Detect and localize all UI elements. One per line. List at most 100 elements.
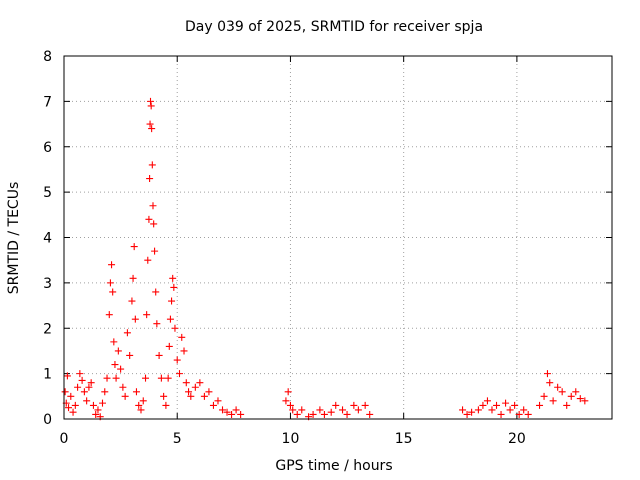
data-point [567, 392, 575, 400]
y-tick-label: 1 [43, 367, 52, 383]
data-point [497, 410, 505, 418]
y-tick-label: 8 [43, 49, 52, 65]
data-point [493, 401, 501, 409]
tick-labels: 0 5 10 15 20 0 1 2 3 4 5 6 7 8 [43, 49, 526, 447]
data-point [106, 279, 114, 287]
data-point [572, 388, 580, 396]
data-point [103, 374, 111, 382]
data-point [143, 311, 151, 319]
data-point [316, 406, 324, 414]
data-point [506, 406, 514, 414]
data-point [149, 202, 157, 210]
data-point [309, 410, 317, 418]
grid [64, 56, 612, 419]
data-point [581, 397, 589, 405]
data-point [520, 406, 528, 414]
y-tick-label: 5 [43, 185, 52, 201]
data-point [286, 401, 294, 409]
data-point [150, 220, 158, 228]
data-point [549, 397, 557, 405]
data-point [110, 338, 118, 346]
data-point [540, 392, 548, 400]
data-point [69, 408, 77, 416]
data-point [170, 283, 178, 291]
data-point [85, 383, 93, 391]
x-tick-label: 10 [282, 431, 300, 447]
data-point [366, 410, 374, 418]
data-point [131, 315, 139, 323]
data-point [61, 388, 69, 396]
data-point [282, 397, 290, 405]
data-point [536, 401, 544, 409]
data-point [139, 397, 147, 405]
data-point [320, 410, 328, 418]
data-point [479, 401, 487, 409]
data-point [524, 410, 532, 418]
data-point [228, 410, 236, 418]
data-point [155, 351, 163, 359]
data-point [284, 388, 292, 396]
data-point [160, 392, 168, 400]
data-point [92, 410, 100, 418]
data-point [474, 406, 482, 414]
y-tick-label: 7 [43, 94, 52, 110]
data-point [128, 297, 136, 305]
x-axis-label: GPS time / hours [275, 458, 392, 474]
data-point [576, 395, 584, 403]
data-point [145, 215, 153, 223]
data-point [563, 401, 571, 409]
data-point [468, 408, 476, 416]
data-point [327, 408, 335, 416]
data-point [117, 365, 125, 373]
data-point [157, 374, 165, 382]
data-point [147, 97, 155, 105]
data-point [108, 261, 116, 269]
data-point [123, 329, 131, 337]
data-point [182, 379, 190, 387]
y-tick-label: 3 [43, 276, 52, 292]
data-point [196, 379, 204, 387]
data-point [105, 311, 113, 319]
data-point [354, 406, 362, 414]
data-point [89, 401, 97, 409]
data-point [162, 401, 170, 409]
data-point [169, 274, 177, 282]
data-point [111, 361, 119, 369]
data-point [173, 356, 181, 364]
data-point [293, 410, 301, 418]
data-point [146, 120, 154, 128]
data-point [71, 401, 79, 409]
data-point [101, 388, 109, 396]
data-point [543, 370, 551, 378]
data-point [459, 406, 467, 414]
data-point [148, 161, 156, 169]
data-point [350, 401, 358, 409]
data-point [209, 401, 217, 409]
y-tick-label: 0 [43, 412, 52, 428]
data-point [502, 399, 510, 407]
data-point [152, 288, 160, 296]
data-point [339, 406, 347, 414]
data-point [144, 256, 152, 264]
y-tick-label: 4 [43, 231, 52, 247]
y-tick-label: 6 [43, 140, 52, 156]
data-point [164, 374, 172, 382]
data-point [126, 351, 134, 359]
x-tick-label: 0 [60, 431, 69, 447]
data-point [87, 379, 95, 387]
data-point [185, 388, 193, 396]
data-point [94, 406, 102, 414]
data-point [98, 399, 106, 407]
data-point [554, 383, 562, 391]
data-point [129, 274, 137, 282]
data-point [558, 388, 566, 396]
data-point [137, 406, 145, 414]
data-point [289, 406, 297, 414]
data-point [78, 376, 86, 384]
y-axis-label: SRMTID / TECUs [6, 182, 22, 295]
data-point [142, 374, 150, 382]
x-tick-label: 20 [508, 431, 526, 447]
data-point [223, 408, 231, 416]
